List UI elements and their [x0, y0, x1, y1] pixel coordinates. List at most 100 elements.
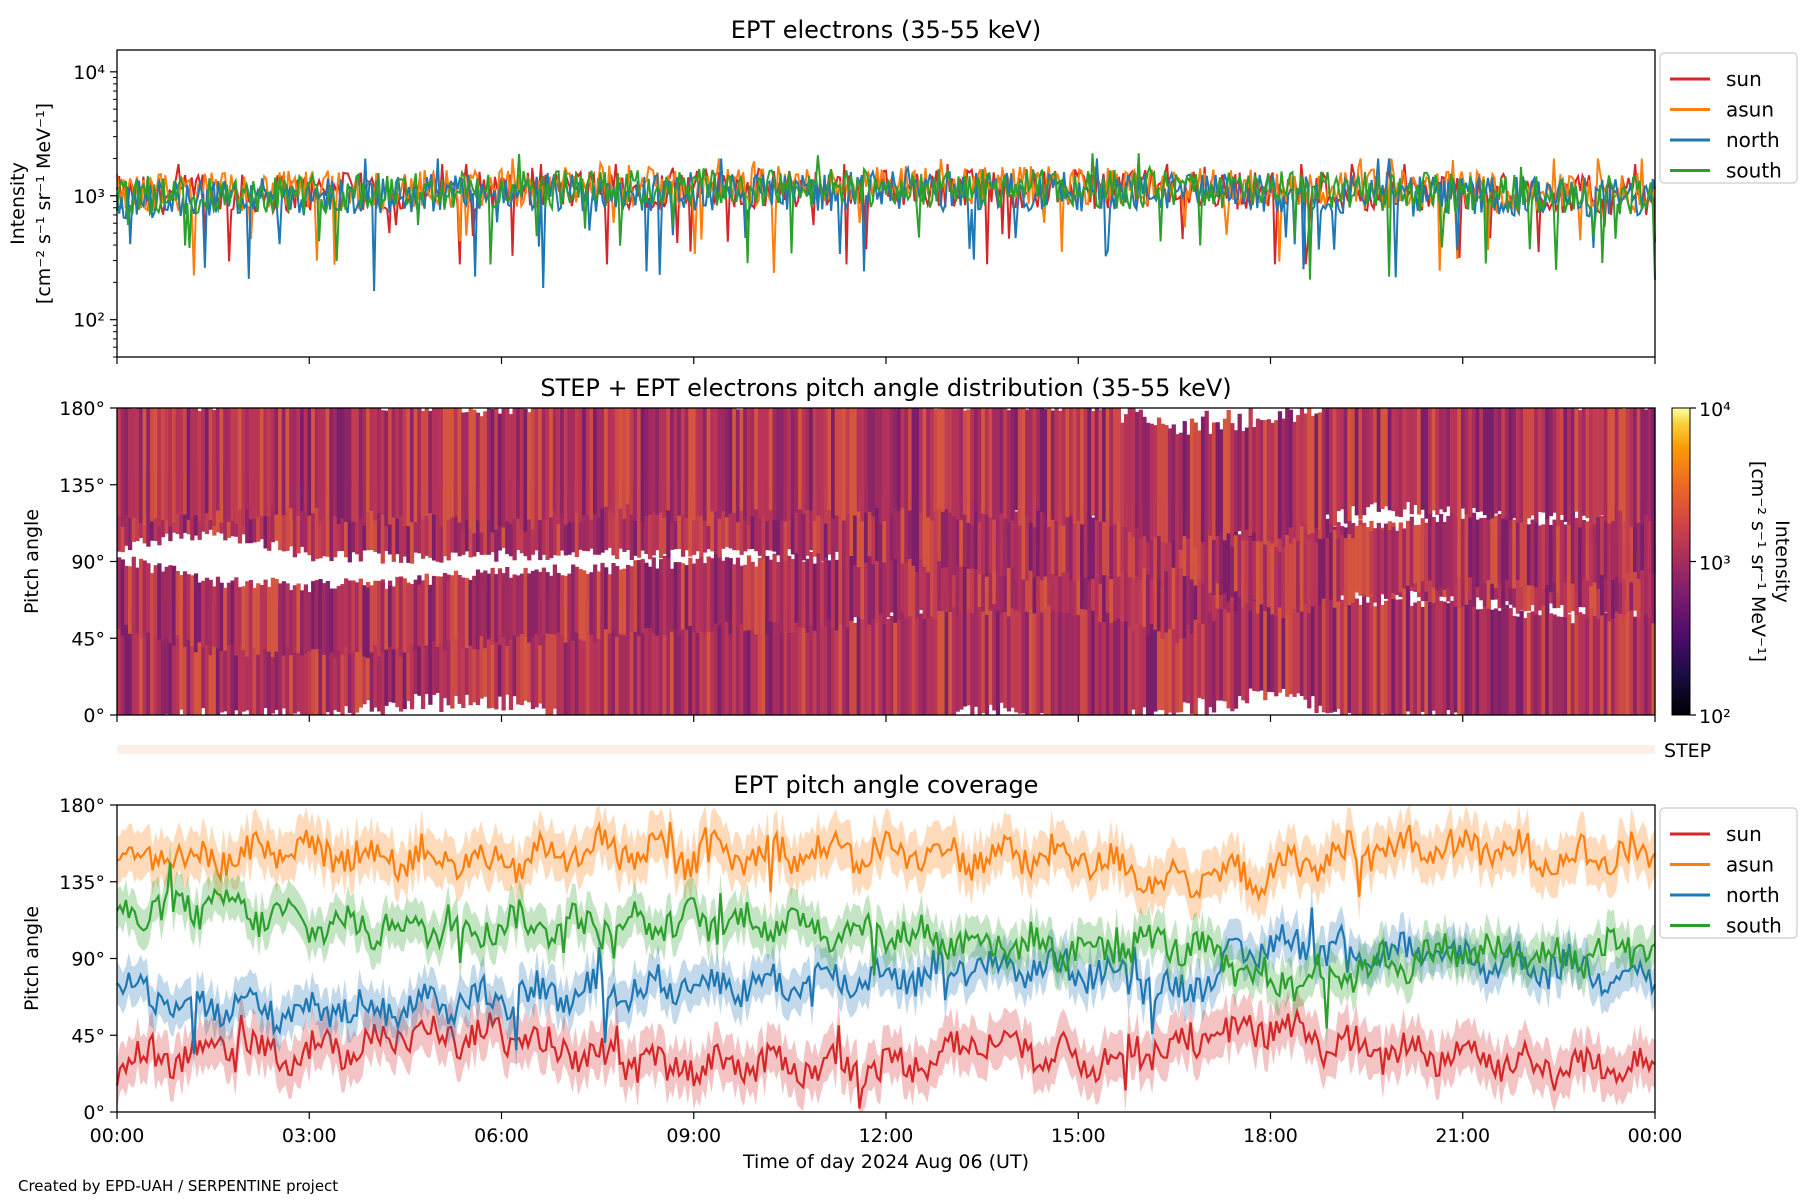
heatmap-cell — [1435, 599, 1440, 715]
panel3-y-ticks: 0° 45° 90° 135° 180° — [59, 795, 117, 1124]
heatmap-cell — [516, 408, 521, 519]
heatmap-cell — [138, 558, 144, 639]
heatmap-cell — [1332, 408, 1338, 527]
heatmap-cell — [1233, 535, 1239, 592]
heatmap-cell — [907, 494, 913, 559]
heatmap-cell — [893, 554, 898, 623]
heatmap-cell — [519, 408, 525, 530]
heatmap-cell — [926, 408, 931, 518]
heatmap-cell — [1270, 576, 1275, 693]
heatmap-cell — [1618, 408, 1623, 511]
heatmap-cell — [915, 607, 920, 715]
heatmap-cell — [875, 555, 880, 623]
heatmap-cell — [680, 563, 686, 630]
heatmap-cell — [472, 409, 477, 534]
panel3-x-ticks: 00:00 03:00 06:00 09:00 12:00 15:00 18:00 21:00… — [90, 1112, 1682, 1147]
heatmap-cell — [1358, 524, 1363, 596]
heatmap-cell — [1380, 529, 1385, 594]
heatmap-cell — [303, 601, 309, 715]
heatmap-cell — [453, 570, 459, 640]
heatmap-cell — [406, 408, 411, 527]
heatmap-cell — [1622, 543, 1627, 618]
heatmap-cell — [724, 557, 730, 623]
heatmap-cell — [1405, 597, 1411, 712]
heatmap-cell — [959, 551, 964, 612]
heatmap-cell — [355, 595, 360, 713]
heatmap-cell — [1160, 586, 1165, 711]
heatmap-cell — [1248, 577, 1253, 689]
heatmap-cell — [1384, 523, 1389, 599]
heatmap-cell — [435, 494, 440, 562]
heatmap-cell — [724, 408, 730, 518]
heatmap-cell — [1559, 408, 1565, 515]
heatmap-cell — [1600, 408, 1605, 515]
heatmap-cell — [530, 586, 536, 710]
heatmap-cell — [1633, 547, 1638, 611]
heatmap-cell — [215, 576, 221, 649]
heatmap-cell — [1259, 420, 1264, 542]
heatmap-cell — [1146, 422, 1151, 543]
heatmap-cell — [889, 497, 894, 561]
legend-label-asun: asun — [1726, 98, 1774, 122]
heatmap-cell — [834, 408, 839, 516]
heatmap-cell — [988, 501, 993, 574]
heatmap-cell — [1003, 408, 1008, 519]
heatmap-cell — [182, 408, 188, 515]
heatmap-cell — [157, 608, 162, 715]
heatmap-cell — [922, 408, 927, 509]
heatmap-cell — [541, 597, 547, 709]
heatmap-cell — [329, 481, 334, 562]
heatmap-cell — [366, 482, 371, 551]
heatmap-cell — [398, 493, 404, 563]
heatmap-cell — [834, 606, 839, 715]
heatmap-cell — [600, 615, 605, 715]
heatmap-cell — [626, 564, 631, 639]
heatmap-cell — [1424, 408, 1429, 519]
heatmap-cell — [1156, 589, 1162, 710]
heatmap-cell — [373, 593, 378, 708]
heatmap-cell — [589, 606, 594, 715]
heatmap-cell — [1065, 549, 1070, 613]
heatmap-cell — [1153, 425, 1158, 538]
colorbar-ticks: 10² 10³ 10⁴ — [1690, 399, 1731, 728]
heatmap-cell — [816, 487, 821, 554]
heatmap-cell — [1204, 513, 1209, 592]
heatmap-cell — [186, 591, 191, 715]
heatmap-cell — [523, 567, 528, 637]
heatmap-cell — [1025, 409, 1030, 515]
heatmap-cell — [453, 408, 459, 517]
heatmap-cell — [904, 408, 909, 509]
heatmap-cell — [267, 408, 272, 518]
heatmap-cell — [402, 408, 407, 527]
heatmap-cell — [1189, 595, 1195, 714]
heatmap-cell — [237, 588, 243, 715]
heatmap-cell — [871, 553, 876, 619]
heatmap-cell — [303, 486, 309, 553]
heatmap-cell — [662, 408, 667, 518]
heatmap-cell — [1479, 408, 1484, 512]
heatmap-cell — [1398, 599, 1403, 715]
heatmap-cell — [853, 548, 858, 618]
heatmap-cell — [285, 488, 290, 551]
heatmap-cell — [765, 408, 770, 522]
series-line-sun — [115, 1007, 1656, 1109]
heatmap-cell — [798, 408, 803, 510]
heatmap-cell — [710, 603, 715, 715]
heatmap-cell — [1072, 547, 1078, 616]
heatmap-cell — [673, 618, 678, 715]
heatmap-cell — [893, 491, 898, 559]
heatmap-cell — [1226, 575, 1231, 709]
heatmap-cell — [655, 618, 660, 715]
heatmap-cell — [1534, 614, 1539, 715]
heatmap-cell — [138, 408, 144, 524]
heatmap-cell — [1442, 522, 1447, 590]
heatmap-cell — [201, 408, 206, 516]
heatmap-cell — [992, 408, 997, 520]
heatmap-cell — [593, 564, 598, 643]
heatmap-cell — [1563, 524, 1568, 583]
heatmap-cell — [702, 609, 708, 715]
heatmap-cell — [618, 615, 623, 715]
heatmap-cell — [1526, 612, 1532, 715]
heatmap-cell — [1512, 519, 1517, 589]
